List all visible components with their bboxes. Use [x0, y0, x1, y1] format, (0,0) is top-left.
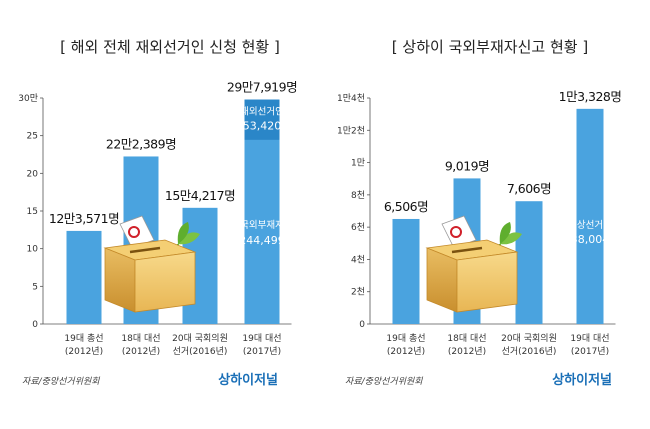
- brand-logo-text: 상하이저널: [218, 372, 278, 388]
- x-category-label: (2012년): [122, 346, 160, 357]
- source-note: 자료/중앙선거위원회: [345, 376, 423, 387]
- bar: [576, 108, 604, 325]
- bar-note-label: 예상선거인: [568, 220, 612, 231]
- y-tick-label: 15: [27, 207, 38, 217]
- segment-label: 국외부재자: [240, 219, 284, 231]
- bar: [515, 201, 543, 324]
- ballot-box-front: [456, 251, 518, 313]
- segment-value: 53,420: [243, 120, 282, 133]
- x-category-label: (2012년): [387, 346, 425, 357]
- ballot-slot: [129, 246, 161, 254]
- bar-value-label: 9,019명: [445, 158, 489, 173]
- bar-note-value: 38,004: [571, 233, 610, 246]
- bar-value-label: 15만4,217명: [165, 188, 235, 203]
- y-tick-label: 6천: [351, 222, 365, 233]
- x-category-label: (2012년): [448, 346, 486, 357]
- bar-value-label: 29만7,919명: [227, 80, 297, 95]
- x-category-label: 선거(2016년): [502, 346, 557, 357]
- bar-value-label: 22만2,389명: [106, 136, 176, 151]
- bar: [392, 218, 420, 324]
- vote-stamp-mark: [128, 226, 140, 238]
- x-category-label: 19대 총선: [64, 333, 103, 344]
- x-category-label: 19대 대선: [570, 333, 609, 344]
- ballot-box-front: [134, 251, 196, 313]
- y-tick-label: 4천: [351, 254, 365, 265]
- vote-stamp-mark: [450, 226, 462, 238]
- x-category-label: 19대 총선: [386, 333, 425, 344]
- sprout-leaf: [177, 222, 189, 244]
- y-tick-label: 10: [27, 245, 39, 255]
- bar: [66, 230, 102, 324]
- x-category-label: (2017년): [571, 346, 609, 357]
- y-tick-label: 0: [359, 320, 365, 330]
- bar-value-label: 12만3,571명: [49, 211, 119, 226]
- sprout-leaf: [499, 222, 511, 244]
- x-category-label: 18대 대선: [121, 333, 160, 344]
- x-category-label: 19대 대선: [242, 333, 281, 344]
- x-category-label: 20대 국회의원: [172, 333, 228, 344]
- y-tick-label: 5: [32, 282, 38, 292]
- y-tick-label: 1만4천: [337, 93, 365, 104]
- ballot-box-illustration: [103, 215, 200, 313]
- source-note: 자료/중앙선거위원회: [22, 376, 100, 387]
- y-tick-label: 1만: [351, 158, 365, 169]
- brand-logo-text: 상하이저널: [552, 372, 612, 388]
- ballot-box-illustration: [425, 215, 522, 313]
- y-tick-label: 1만2천: [337, 125, 365, 136]
- chart-title: [ 해외 전체 재외선거인 신청 현황 ]: [60, 38, 280, 56]
- y-tick-label: 20: [27, 169, 39, 179]
- y-tick-label: 2천: [351, 287, 365, 298]
- x-category-label: 20대 국회의원: [501, 333, 557, 344]
- bar-value-label: 1만3,328명: [559, 89, 622, 104]
- y-tick-label: 8천: [351, 190, 365, 201]
- y-tick-label: 0: [32, 320, 38, 330]
- bar-segment-overseas-voters: [244, 99, 280, 140]
- segment-label: 재외선거인: [240, 106, 284, 118]
- y-tick-label: 30만: [18, 93, 38, 104]
- bar-value-label: 7,606명: [507, 181, 551, 196]
- sprout-leaf: [178, 232, 200, 245]
- ballot-paper: [119, 215, 155, 249]
- x-category-label: 선거(2016년): [173, 346, 228, 357]
- y-tick-label: 25: [27, 132, 38, 142]
- x-category-label: (2012년): [65, 346, 103, 357]
- chart-title: [ 상하이 국외부재자신고 현황 ]: [392, 38, 588, 56]
- bar-value-label: 6,506명: [384, 199, 428, 214]
- segment-value: 244,499: [239, 234, 285, 247]
- x-category-label: 18대 대선: [447, 333, 486, 344]
- x-category-label: (2017년): [243, 346, 281, 357]
- sprout-leaf: [500, 232, 522, 245]
- ballot-paper: [441, 215, 477, 249]
- ballot-slot: [451, 246, 483, 254]
